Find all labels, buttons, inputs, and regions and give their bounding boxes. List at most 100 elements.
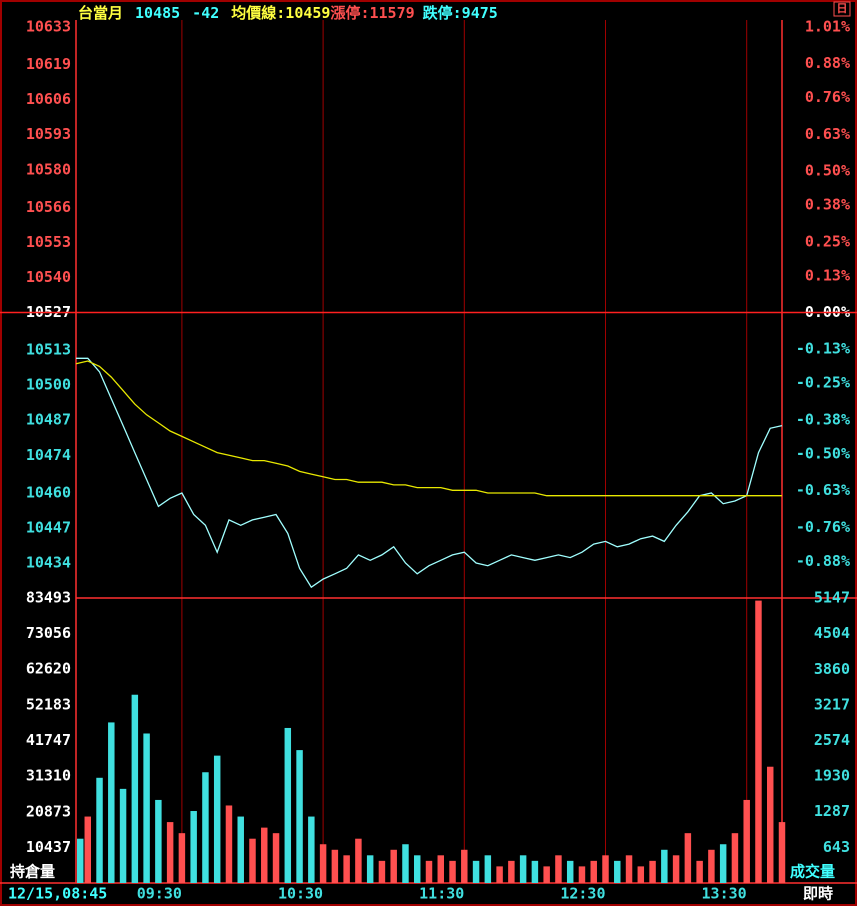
limit-down-label: 跌停:	[423, 4, 462, 22]
volume-bar	[319, 844, 327, 883]
date-label: 12/15,08:45	[8, 885, 107, 903]
y2-tick-label: 0.50%	[805, 162, 850, 180]
y-tick-label: 10487	[26, 411, 71, 429]
avg-label: 均價線:	[231, 4, 285, 22]
y-tick-label: 10447	[26, 518, 71, 536]
volume-bar	[178, 833, 186, 883]
volume-bar	[449, 860, 456, 883]
y-tick-label: 10460	[26, 483, 71, 501]
volume-bar	[519, 855, 527, 883]
y-label: 持倉量	[10, 863, 55, 881]
volume-bar	[496, 866, 503, 883]
volume-bar	[755, 600, 762, 883]
volume-bar	[672, 855, 680, 883]
volume-bar	[637, 866, 645, 883]
volume-bar	[225, 805, 233, 883]
volume-bar	[237, 816, 244, 883]
y-tick-label: 10434	[26, 553, 71, 571]
volume-bar	[566, 860, 574, 883]
volume-bar	[202, 772, 209, 883]
volume-bar	[249, 838, 256, 883]
y2-tick-label: 0.13%	[805, 266, 850, 284]
live-label: 即時	[803, 885, 833, 903]
volume-bar	[96, 777, 103, 883]
volume-bar	[308, 816, 315, 883]
icon[interactable]: 日	[837, 2, 848, 15]
volume-bar	[84, 816, 92, 883]
x-tick-label: 09:30	[137, 885, 182, 903]
y-tick-label: 10513	[26, 341, 71, 359]
y-tick-label: 73056	[26, 624, 71, 642]
volume-bar	[77, 838, 84, 883]
change: -42	[192, 4, 219, 22]
y-tick-label: 41747	[26, 731, 71, 749]
volume-bar	[190, 811, 197, 883]
y2-tick-label: 1930	[814, 767, 850, 785]
y2-label: 成交量	[790, 863, 835, 881]
y2-tick-label: -0.63%	[796, 481, 850, 499]
volume-bar	[355, 838, 362, 883]
header: 台當月 10485 -42 均價線:10459漲停:11579 跌停:9475	[78, 4, 498, 22]
volume-bar	[378, 860, 386, 883]
y2-tick-label: -0.38%	[796, 410, 850, 428]
volume-bar	[331, 849, 339, 883]
y-tick-label: 83493	[26, 589, 71, 607]
limit-up: 11579	[369, 4, 414, 22]
volume-bar	[472, 860, 480, 883]
price-line	[76, 357, 783, 589]
volume-bar	[543, 866, 550, 883]
y2-tick-label: -0.88%	[796, 552, 850, 570]
volume-bar	[413, 855, 421, 883]
volume-bar	[696, 860, 703, 883]
volume-bar	[555, 855, 562, 883]
volume-bar	[296, 750, 303, 883]
volume-bar	[461, 849, 468, 883]
icon-box[interactable]	[833, 1, 851, 17]
volume-bar	[366, 855, 374, 883]
volume-bar	[578, 866, 586, 883]
y-tick-label: 62620	[26, 660, 71, 678]
volume-bar	[425, 860, 433, 883]
y2-tick-label: 643	[823, 838, 850, 856]
y2-tick-label: 0.25%	[805, 232, 850, 250]
y-tick-label: 10619	[26, 55, 71, 73]
volume-bar	[437, 855, 445, 883]
y2-tick-label: 3860	[814, 660, 850, 678]
y2-tick-label: -0.76%	[796, 518, 850, 536]
y2-tick-label: -0.13%	[796, 340, 850, 358]
y-tick-label: 10553	[26, 233, 71, 251]
y-tick-label: 10437	[26, 838, 71, 856]
price-line	[75, 360, 782, 497]
volume-bar	[625, 855, 633, 883]
avg: 10459	[285, 4, 330, 22]
limit-up-label: 漲停:	[330, 4, 369, 22]
y-tick-label: 10540	[26, 268, 71, 286]
y-tick-label: 10580	[26, 160, 71, 178]
volume-bar	[261, 827, 268, 883]
volume-bar	[743, 799, 750, 883]
y2-tick-label: 3217	[814, 695, 850, 713]
volume-bar	[719, 844, 727, 883]
y2-tick-label: 0.63%	[805, 125, 850, 143]
volume-bar	[155, 799, 162, 883]
volume-bar	[131, 694, 139, 883]
y2-tick-label: -0.50%	[796, 444, 850, 462]
volume-bar	[614, 860, 621, 883]
x-tick-label: 10:30	[278, 885, 323, 903]
y2-tick-label: 2574	[814, 731, 850, 749]
volume-bar	[708, 849, 715, 883]
price: 10485	[135, 4, 180, 22]
volume-bar	[766, 766, 774, 883]
y-tick-label: 10500	[26, 376, 71, 394]
y-tick-label: 10606	[26, 90, 71, 108]
volume-bar	[602, 855, 609, 883]
y-tick-label: 10474	[26, 446, 71, 464]
volume-bar	[684, 833, 692, 883]
volume-bar	[284, 727, 292, 883]
y2-tick-label: 4504	[814, 624, 850, 642]
y-tick-label: 52183	[26, 695, 71, 713]
y2-tick-label: -0.25%	[796, 374, 850, 392]
volume-bar	[119, 788, 127, 883]
